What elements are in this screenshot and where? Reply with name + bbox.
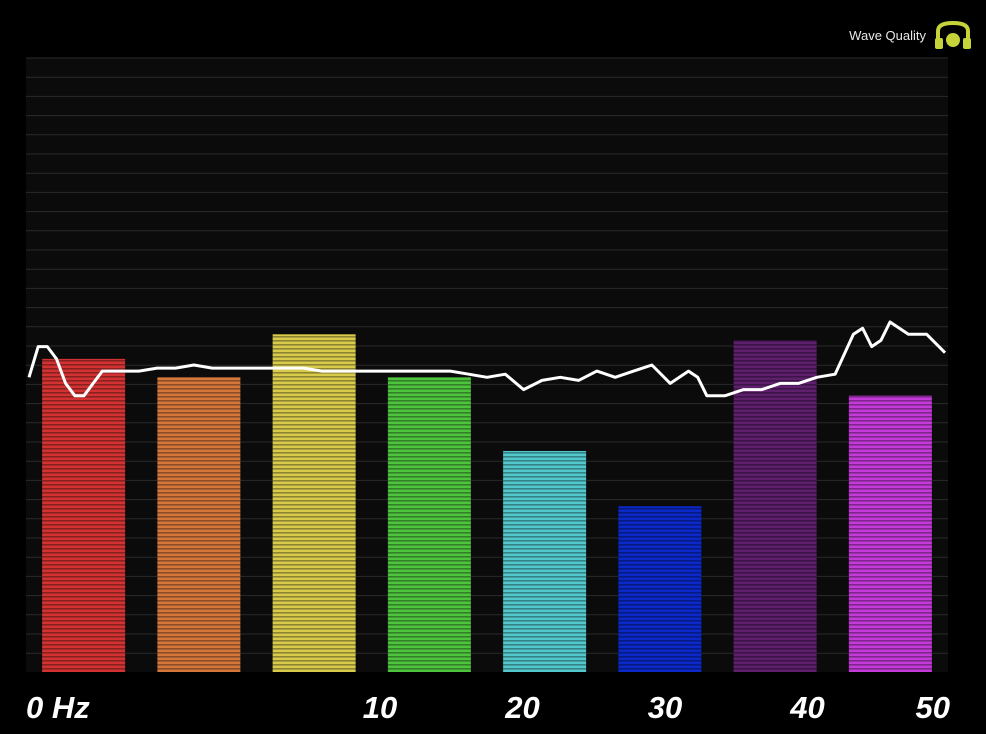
bar-series bbox=[42, 334, 932, 672]
x-tick-label: 30 bbox=[648, 690, 682, 725]
headset-quality-icon bbox=[934, 20, 972, 50]
bar-scanlines bbox=[848, 395, 932, 672]
bar-scanlines bbox=[272, 334, 356, 672]
bar-scanlines bbox=[157, 377, 241, 672]
x-tick-label: 40 bbox=[789, 690, 824, 725]
wave-quality-label: Wave Quality bbox=[849, 27, 926, 43]
x-tick-label: 50 bbox=[916, 690, 950, 725]
wave-line bbox=[27, 320, 947, 398]
bar-scanlines bbox=[387, 377, 471, 672]
x-tick-label: 0 Hz bbox=[26, 690, 90, 725]
bar-scanlines bbox=[503, 450, 587, 672]
bar-scanlines bbox=[618, 506, 702, 672]
wave-quality-indicator: Wave Quality bbox=[849, 20, 972, 50]
bar-scanlines bbox=[733, 340, 817, 672]
bar-scanlines bbox=[42, 358, 126, 672]
x-axis-ticks: 0 Hz 10 20 30 40 50 bbox=[26, 690, 950, 725]
x-tick-label: 20 bbox=[504, 690, 539, 725]
x-tick-label: 10 bbox=[363, 690, 397, 725]
